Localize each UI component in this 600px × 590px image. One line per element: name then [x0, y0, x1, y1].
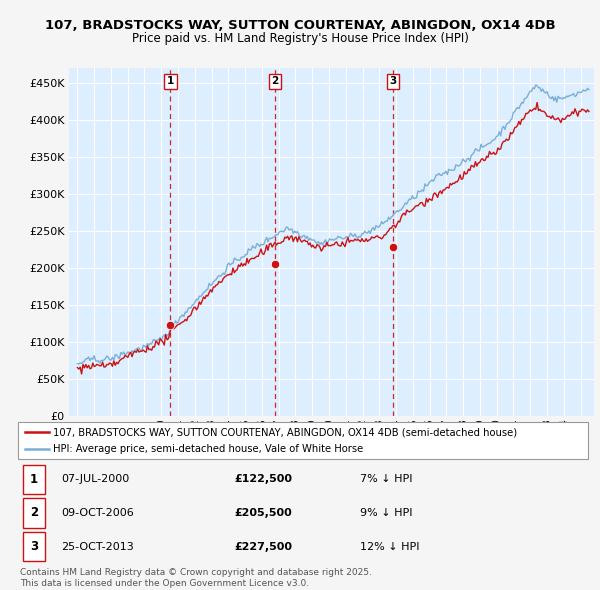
Text: HPI: Average price, semi-detached house, Vale of White Horse: HPI: Average price, semi-detached house,…	[53, 444, 364, 454]
Text: 12% ↓ HPI: 12% ↓ HPI	[360, 542, 419, 552]
Text: 25-OCT-2013: 25-OCT-2013	[61, 542, 133, 552]
Text: 3: 3	[30, 540, 38, 553]
Bar	[23, 532, 46, 561]
Text: 9% ↓ HPI: 9% ↓ HPI	[360, 508, 413, 518]
Bar	[23, 465, 46, 494]
Text: £227,500: £227,500	[235, 542, 293, 552]
Text: 7% ↓ HPI: 7% ↓ HPI	[360, 474, 413, 484]
Text: 09-OCT-2006: 09-OCT-2006	[61, 508, 133, 518]
Bar	[23, 499, 46, 527]
Text: 2: 2	[30, 506, 38, 519]
Text: £122,500: £122,500	[235, 474, 293, 484]
Text: 107, BRADSTOCKS WAY, SUTTON COURTENAY, ABINGDON, OX14 4DB: 107, BRADSTOCKS WAY, SUTTON COURTENAY, A…	[44, 19, 556, 32]
Text: 3: 3	[389, 76, 397, 86]
Text: Price paid vs. HM Land Registry's House Price Index (HPI): Price paid vs. HM Land Registry's House …	[131, 32, 469, 45]
Text: Contains HM Land Registry data © Crown copyright and database right 2025.
This d: Contains HM Land Registry data © Crown c…	[20, 568, 371, 588]
Text: 07-JUL-2000: 07-JUL-2000	[61, 474, 129, 484]
Text: 1: 1	[167, 76, 174, 86]
Text: £205,500: £205,500	[235, 508, 292, 518]
Text: 107, BRADSTOCKS WAY, SUTTON COURTENAY, ABINGDON, OX14 4DB (semi-detached house): 107, BRADSTOCKS WAY, SUTTON COURTENAY, A…	[53, 427, 517, 437]
Text: 1: 1	[30, 473, 38, 486]
Text: 2: 2	[272, 76, 279, 86]
